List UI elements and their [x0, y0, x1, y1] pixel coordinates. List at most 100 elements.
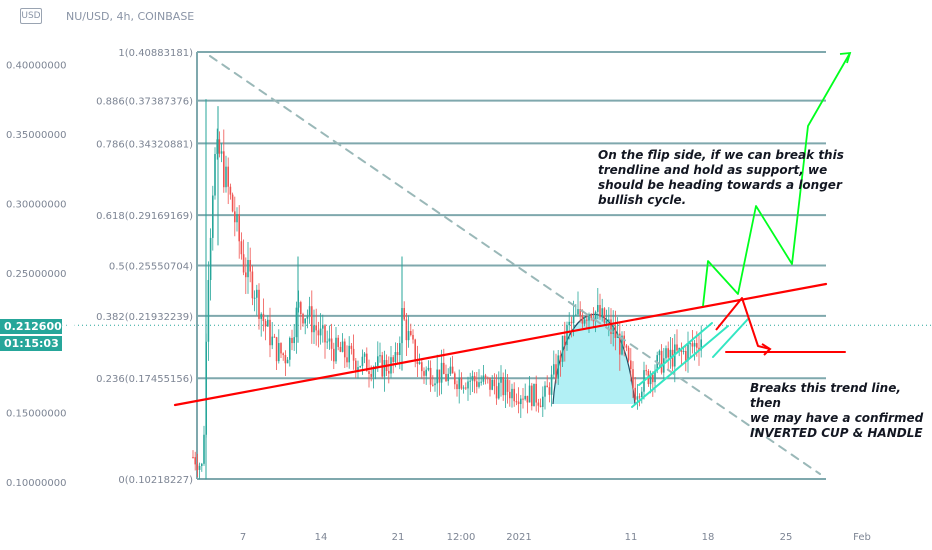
candle-body: [315, 325, 317, 331]
trend-drawings: [173, 51, 852, 475]
candle-body: [491, 379, 493, 390]
candle-body: [348, 345, 350, 363]
candlestick-series: [192, 99, 702, 480]
candle-body: [451, 366, 454, 374]
candle-body: [498, 382, 500, 399]
candle-body: [504, 379, 507, 396]
candle-body: [229, 186, 232, 195]
candle-body: [696, 343, 698, 348]
candle-body: [489, 377, 491, 390]
candle-body: [568, 321, 570, 326]
time-tick-label: 21: [392, 532, 405, 543]
candle-body: [231, 194, 234, 212]
candle-body: [601, 308, 603, 318]
candle-body: [597, 305, 599, 312]
candle-body: [566, 325, 568, 345]
candle-body: [339, 346, 342, 352]
candle-body: [658, 350, 661, 356]
candle-body: [344, 341, 346, 358]
candle-body: [522, 398, 524, 400]
candle-body: [423, 371, 425, 376]
fib-level-label: 0.5(0.25550704): [109, 262, 193, 273]
candle-body: [278, 343, 280, 362]
candle-body: [548, 387, 551, 395]
fib-level-label: 0(0.10218227): [118, 475, 193, 486]
annotation-line: Breaks this trend line, then: [750, 381, 901, 410]
candle-body: [238, 214, 240, 242]
candle-body: [359, 366, 361, 368]
candle-body: [218, 139, 221, 154]
price-tick-label: 0.30000000: [6, 200, 66, 211]
candle-body: [636, 396, 639, 400]
candle-body: [317, 330, 320, 336]
candle-body: [590, 314, 592, 318]
candle-body: [361, 356, 364, 367]
channel-projection: [712, 318, 749, 358]
candle-body: [333, 348, 335, 362]
candle-body: [559, 355, 562, 362]
candle-body: [341, 341, 344, 352]
candle-body: [619, 333, 621, 355]
candle-body: [561, 335, 564, 362]
time-tick-label: 12:00: [447, 532, 476, 543]
candle-body: [572, 315, 575, 324]
candle-body: [458, 377, 460, 390]
candle-body: [240, 241, 243, 255]
price-tick-label: 0.40000000: [6, 60, 66, 71]
candle-body: [403, 308, 405, 320]
candle-body: [227, 166, 229, 187]
candle-body: [383, 360, 386, 377]
price-tick-label: 0.10000000: [6, 478, 66, 489]
candle-body: [581, 315, 584, 324]
candle-body: [275, 337, 278, 362]
bearish-arrowhead: [761, 343, 772, 356]
candle-body: [418, 362, 421, 364]
annotation-line: On the flip side, if we can break this: [598, 148, 844, 162]
candle-body: [300, 302, 302, 314]
cup-fill: [553, 314, 635, 404]
fib-level-label: 0.786(0.34320881): [96, 139, 193, 150]
candle-body: [434, 383, 436, 386]
candle-body: [649, 374, 652, 385]
candle-body: [247, 259, 249, 278]
candle-body: [438, 369, 441, 383]
candle-body: [687, 344, 689, 361]
candle-body: [689, 343, 691, 345]
candle-body: [682, 351, 685, 353]
candle-body: [405, 319, 408, 341]
candle-body: [667, 348, 669, 358]
candle-body: [410, 331, 412, 335]
candle-body: [621, 335, 623, 355]
candle-body: [366, 353, 368, 372]
candle-body: [524, 395, 526, 400]
candle-body: [407, 331, 410, 341]
candle-body: [256, 289, 258, 298]
candle-body: [220, 151, 223, 154]
candle-body: [500, 377, 502, 383]
candle-body: [511, 388, 513, 399]
candle-body: [293, 337, 295, 344]
candle-body: [691, 343, 694, 347]
candle-body: [513, 388, 515, 402]
candle-body: [599, 305, 601, 318]
candle-body: [630, 360, 632, 370]
currency-badge[interactable]: USD: [20, 8, 42, 24]
bullish-projection-path: [702, 52, 851, 307]
candle-body: [542, 396, 544, 407]
candle-body: [372, 369, 375, 377]
flip-side-annotation: On the flip side, if we can break this t…: [598, 148, 844, 208]
candle-body: [526, 395, 529, 403]
candle-body: [216, 139, 218, 155]
candle-body: [319, 328, 322, 336]
candle-body: [654, 370, 656, 383]
candle-body: [610, 319, 612, 335]
candle-body: [253, 297, 256, 299]
time-tick-label: 18: [702, 532, 715, 543]
candle-body: [436, 369, 438, 384]
fib-level-label: 0.886(0.37387376): [96, 97, 193, 108]
candle-body: [467, 381, 469, 389]
candle-body: [425, 369, 427, 376]
annotation-line: we may have a confirmed: [750, 411, 924, 425]
bullish-arrowhead: [839, 51, 852, 64]
